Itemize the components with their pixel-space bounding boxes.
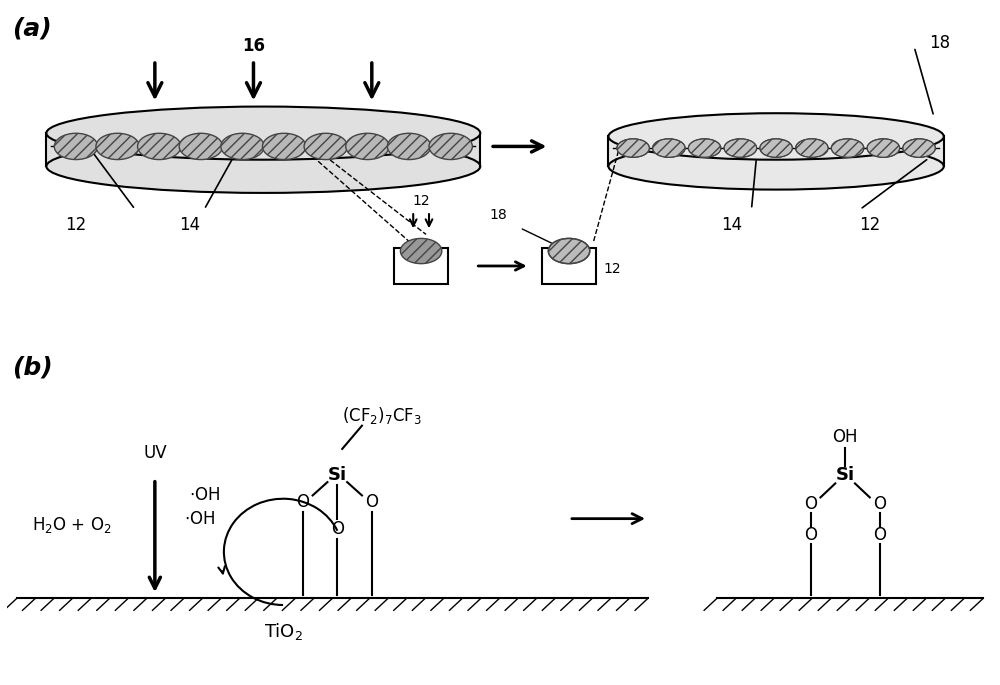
Ellipse shape (179, 134, 223, 160)
Text: (b): (b) (12, 356, 52, 380)
Ellipse shape (608, 143, 944, 190)
Text: 12: 12 (65, 216, 87, 234)
Ellipse shape (400, 238, 442, 264)
Ellipse shape (54, 134, 98, 160)
Text: 18: 18 (929, 34, 950, 53)
Text: O: O (804, 526, 817, 545)
Text: O: O (873, 526, 886, 545)
Ellipse shape (46, 140, 480, 193)
Bar (542, 248, 596, 284)
Text: 16: 16 (242, 37, 265, 55)
Text: OH: OH (832, 427, 858, 446)
Ellipse shape (903, 139, 935, 158)
Polygon shape (608, 136, 944, 166)
Text: TiO$_2$: TiO$_2$ (264, 621, 303, 642)
Ellipse shape (138, 134, 181, 160)
Text: H$_2$O + O$_2$: H$_2$O + O$_2$ (32, 515, 111, 535)
Ellipse shape (831, 139, 864, 158)
Text: O: O (331, 520, 344, 538)
Text: 14: 14 (179, 216, 200, 234)
Text: 12: 12 (859, 216, 880, 234)
Ellipse shape (653, 139, 685, 158)
Ellipse shape (796, 139, 828, 158)
Text: (a): (a) (12, 17, 52, 41)
Ellipse shape (304, 134, 347, 160)
Ellipse shape (760, 139, 792, 158)
Ellipse shape (724, 139, 757, 158)
Ellipse shape (262, 134, 306, 160)
Text: O: O (365, 493, 378, 511)
Text: 12: 12 (412, 194, 430, 208)
Text: O: O (804, 495, 817, 513)
Ellipse shape (617, 139, 649, 158)
Text: O: O (296, 493, 309, 511)
Text: UV: UV (143, 444, 167, 462)
Text: Si: Si (836, 466, 855, 484)
Text: 18: 18 (489, 208, 507, 223)
Text: O: O (873, 495, 886, 513)
Ellipse shape (548, 238, 590, 264)
Text: (CF$_2$)$_7$CF$_3$: (CF$_2$)$_7$CF$_3$ (342, 405, 422, 425)
Ellipse shape (608, 113, 944, 160)
Ellipse shape (429, 134, 472, 160)
Polygon shape (46, 133, 480, 166)
Text: Si: Si (328, 466, 347, 484)
Ellipse shape (346, 134, 389, 160)
Text: 12: 12 (604, 262, 621, 276)
Ellipse shape (96, 134, 139, 160)
Ellipse shape (688, 139, 721, 158)
Ellipse shape (46, 107, 480, 160)
Ellipse shape (867, 139, 900, 158)
Bar (394, 248, 448, 284)
Text: 14: 14 (721, 216, 742, 234)
Text: $\cdot$OH: $\cdot$OH (184, 510, 215, 527)
Ellipse shape (221, 134, 264, 160)
Ellipse shape (387, 134, 431, 160)
Text: $\cdot$OH: $\cdot$OH (189, 486, 220, 504)
